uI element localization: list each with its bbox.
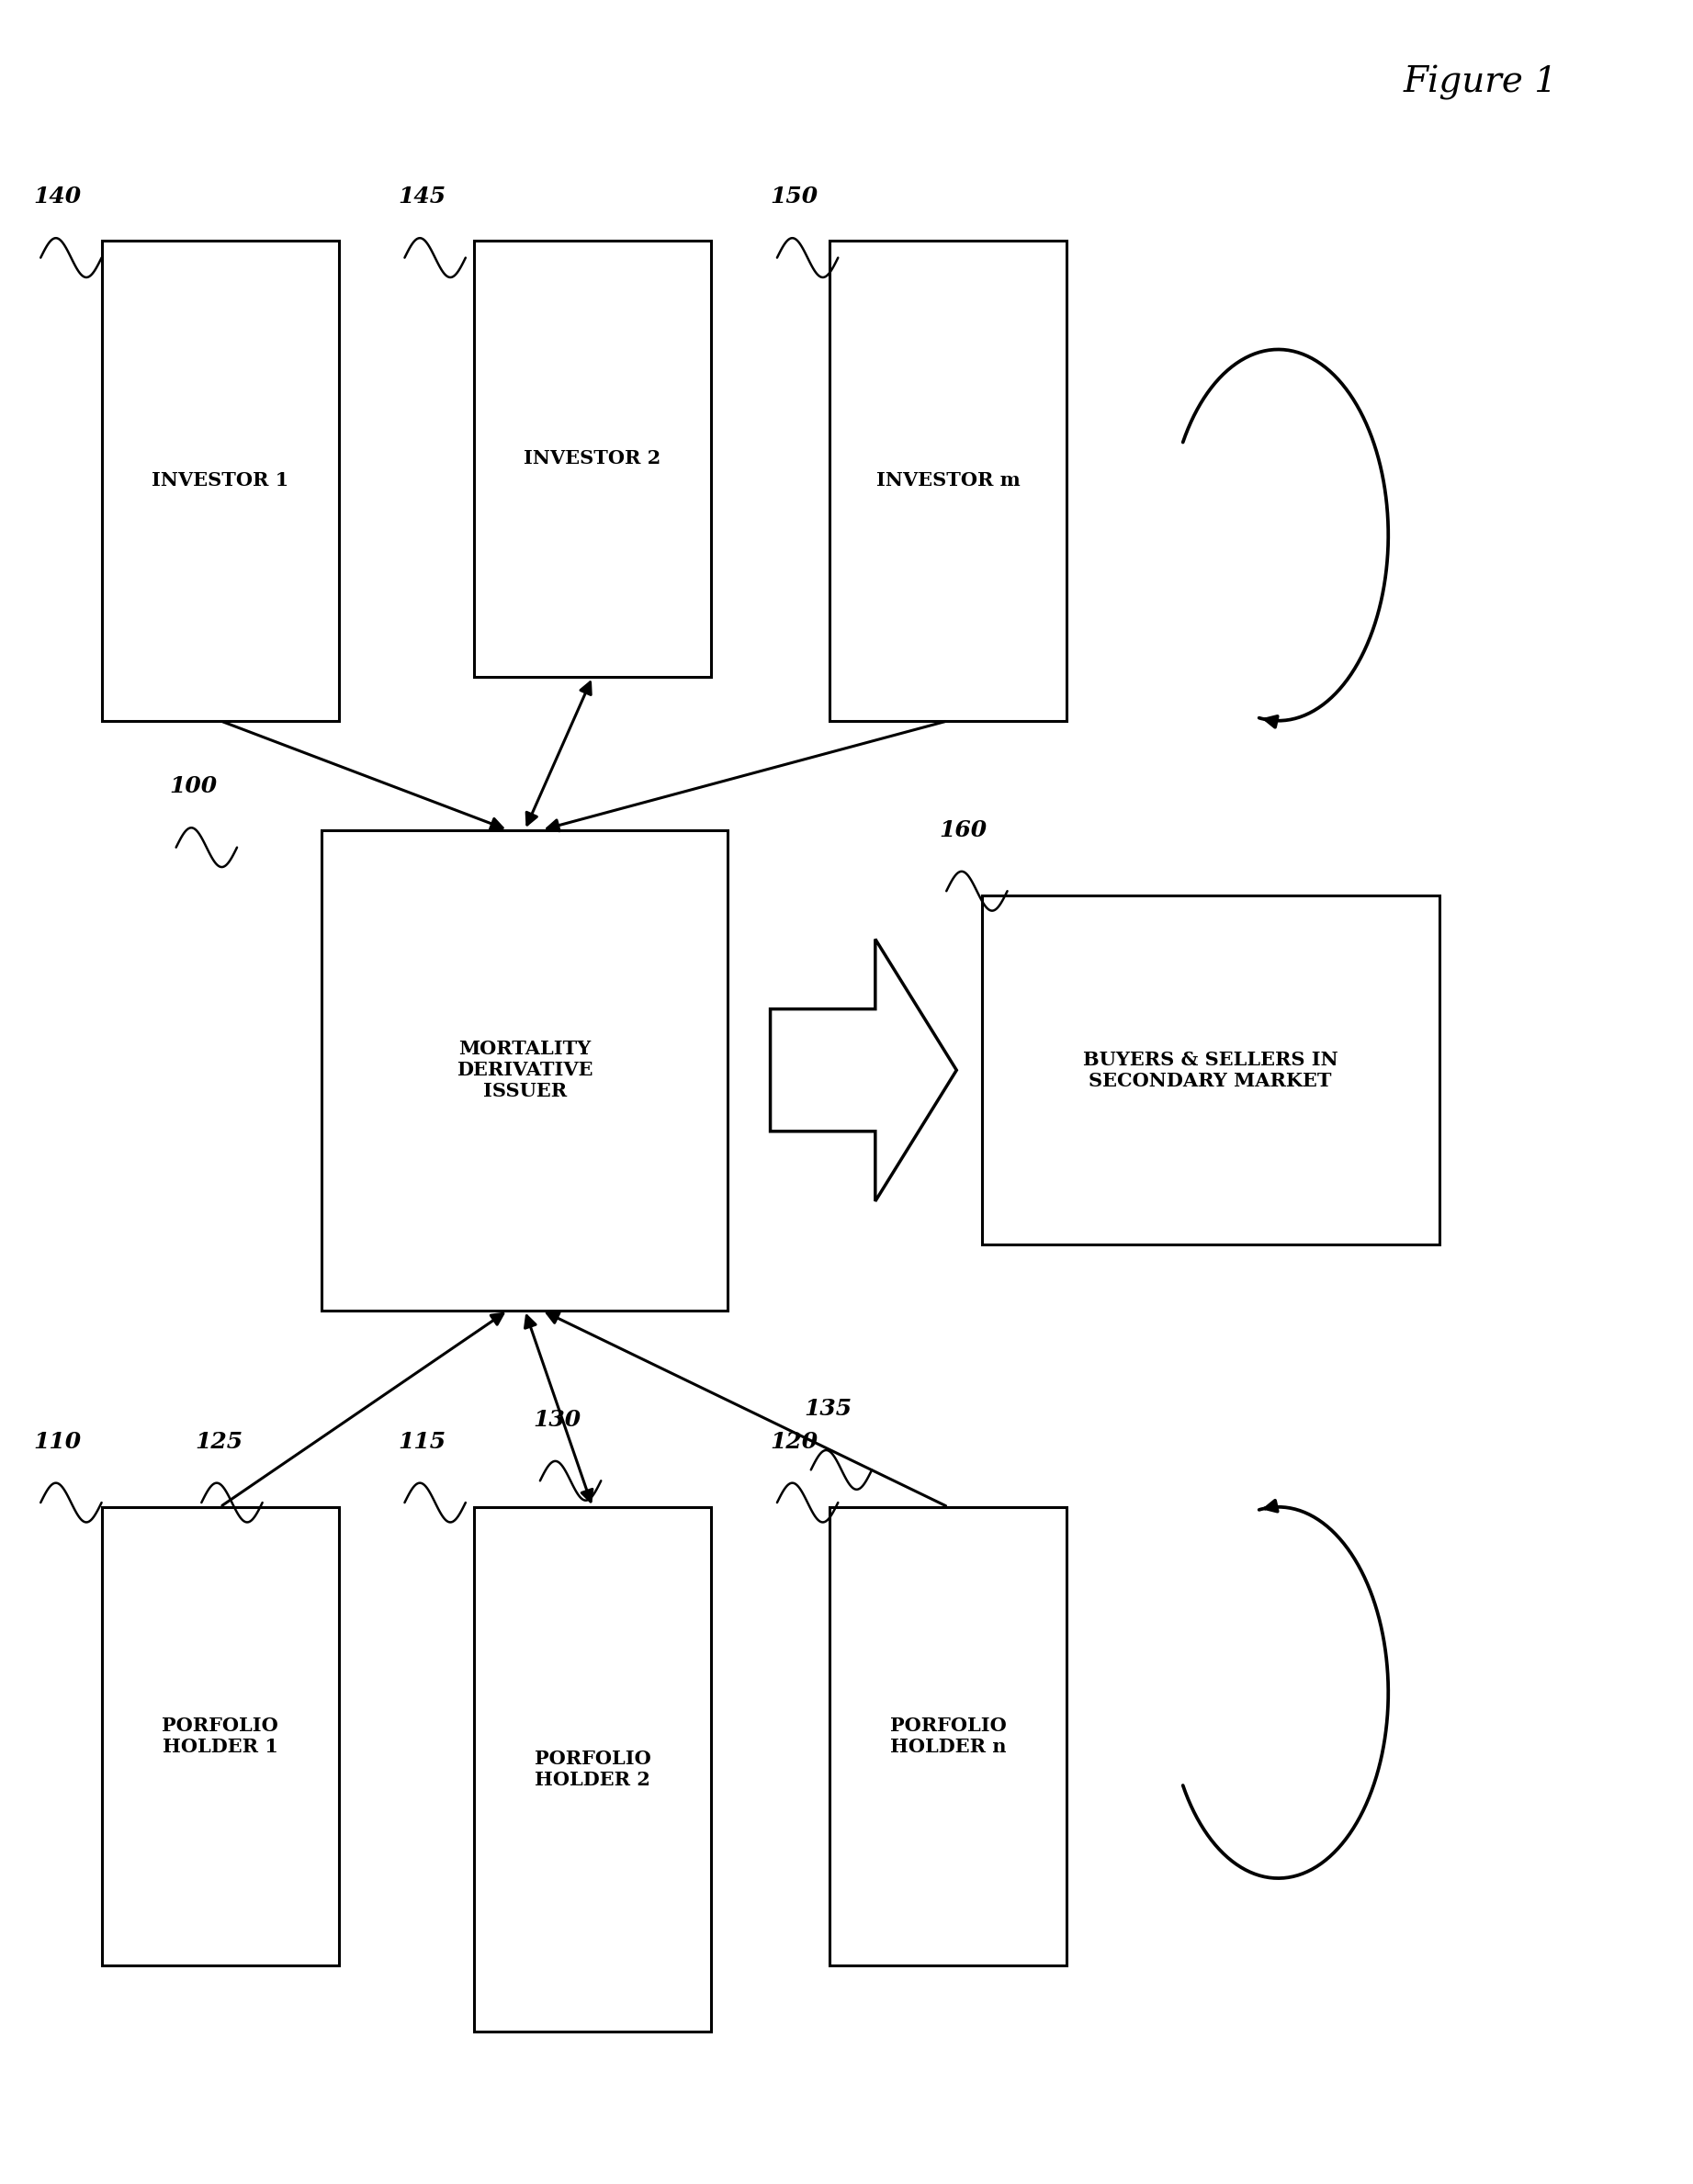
Text: 135: 135	[804, 1398, 852, 1420]
Text: 150: 150	[770, 186, 818, 207]
Text: 100: 100	[169, 775, 217, 797]
Text: BUYERS & SELLERS IN
SECONDARY MARKET: BUYERS & SELLERS IN SECONDARY MARKET	[1084, 1051, 1337, 1090]
Text: PORFOLIO
HOLDER 1: PORFOLIO HOLDER 1	[163, 1717, 278, 1756]
Text: 125: 125	[195, 1431, 242, 1452]
Text: 145: 145	[398, 186, 445, 207]
Text: 115: 115	[398, 1431, 445, 1452]
Text: PORFOLIO
HOLDER 2: PORFOLIO HOLDER 2	[535, 1749, 650, 1789]
Text: 140: 140	[34, 186, 81, 207]
Text: INVESTOR m: INVESTOR m	[875, 472, 1021, 489]
Text: 110: 110	[34, 1431, 81, 1452]
Bar	[322, 830, 728, 1310]
Bar	[982, 895, 1439, 1245]
Bar	[474, 1507, 711, 2031]
Polygon shape	[770, 939, 957, 1201]
Bar	[102, 240, 339, 721]
Text: MORTALITY
DERIVATIVE
ISSUER: MORTALITY DERIVATIVE ISSUER	[457, 1040, 593, 1101]
Bar	[102, 1507, 339, 1966]
Text: INVESTOR 2: INVESTOR 2	[525, 450, 660, 467]
Bar	[830, 240, 1067, 721]
Text: INVESTOR 1: INVESTOR 1	[152, 472, 288, 489]
Text: Figure 1: Figure 1	[1403, 66, 1558, 100]
Text: 130: 130	[533, 1409, 581, 1431]
Bar	[830, 1507, 1067, 1966]
Text: PORFOLIO
HOLDER n: PORFOLIO HOLDER n	[891, 1717, 1006, 1756]
Bar	[474, 240, 711, 677]
Text: 160: 160	[940, 819, 987, 841]
Text: 120: 120	[770, 1431, 818, 1452]
